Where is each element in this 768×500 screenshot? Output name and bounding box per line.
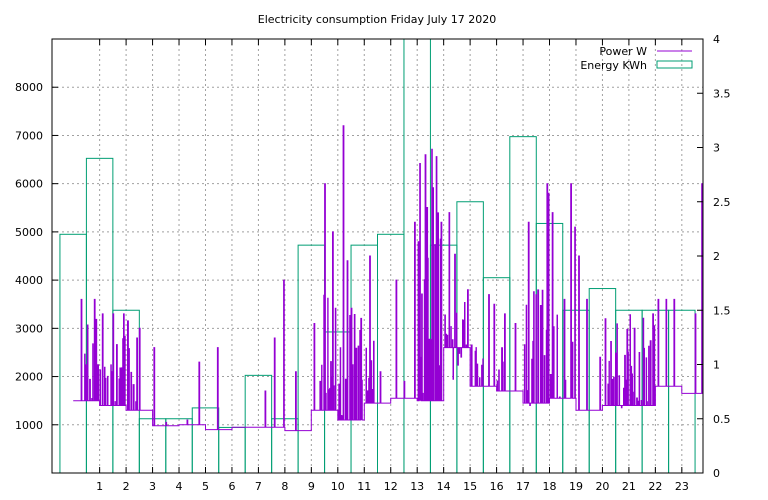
x-tick-label: 10 — [331, 480, 345, 493]
y-axis-left: 1000 2000 3000 4000 5000 6000 7000 8000 — [15, 81, 58, 432]
x-axis: 1 2 3 4 5 6 7 8 9 10 11 12 13 14 15 16 17 18 19 20 21 22 23 — [96, 39, 689, 493]
x-tick-label: 17 — [516, 480, 530, 493]
x-tick-label: 5 — [202, 480, 209, 493]
x-tick-label: 23 — [675, 480, 689, 493]
y2-tick-label: 0.5 — [713, 413, 731, 426]
y2-tick-label: 2 — [713, 250, 720, 263]
y-tick-label: 7000 — [15, 129, 43, 142]
y-tick-label: 6000 — [15, 178, 43, 191]
x-tick-label: 22 — [648, 480, 662, 493]
x-tick-label: 14 — [437, 480, 451, 493]
y2-tick-label: 2.5 — [713, 196, 731, 209]
y2-tick-label: 1.5 — [713, 304, 731, 317]
x-tick-label: 16 — [490, 480, 504, 493]
y-axis-right: 0 0.5 1 1.5 2 2.5 3 3.5 4 — [697, 33, 731, 480]
y2-tick-label: 3 — [713, 142, 720, 155]
legend-swatch-energy — [656, 60, 693, 69]
x-tick-label: 15 — [463, 480, 477, 493]
y-tick-label: 2000 — [15, 371, 43, 384]
y-tick-label: 3000 — [15, 322, 43, 335]
y2-tick-label: 3.5 — [713, 87, 731, 100]
x-tick-label: 7 — [255, 480, 262, 493]
y-tick-label: 4000 — [15, 274, 43, 287]
energy-bar — [59, 233, 87, 474]
x-tick-label: 21 — [622, 480, 636, 493]
y-tick-label: 8000 — [15, 81, 43, 94]
y-tick-label: 5000 — [15, 226, 43, 239]
power-series — [73, 125, 703, 432]
x-tick-label: 11 — [357, 480, 371, 493]
x-tick-label: 3 — [149, 480, 156, 493]
x-tick-label: 18 — [543, 480, 557, 493]
chart-title: Electricity consumption Friday July 17 2… — [258, 13, 496, 26]
y2-tick-label: 0 — [713, 467, 720, 480]
y-tick-label: 1000 — [15, 419, 43, 432]
x-tick-label: 6 — [228, 480, 235, 493]
x-tick-label: 19 — [569, 480, 583, 493]
y2-tick-label: 1 — [713, 359, 720, 372]
legend-label-energy: Energy KWh — [580, 59, 647, 72]
power-line — [73, 125, 703, 432]
x-tick-label: 1 — [96, 480, 103, 493]
x-tick-label: 20 — [595, 480, 609, 493]
x-tick-label: 4 — [176, 480, 183, 493]
legend: Power W Energy KWh — [580, 45, 693, 72]
x-tick-label: 12 — [384, 480, 398, 493]
energy-bar — [456, 201, 484, 474]
legend-label-power: Power W — [599, 45, 647, 58]
x-tick-label: 2 — [123, 480, 130, 493]
x-tick-label: 13 — [410, 480, 424, 493]
y2-tick-label: 4 — [713, 33, 720, 46]
x-tick-label: 8 — [281, 480, 288, 493]
x-tick-label: 9 — [308, 480, 315, 493]
